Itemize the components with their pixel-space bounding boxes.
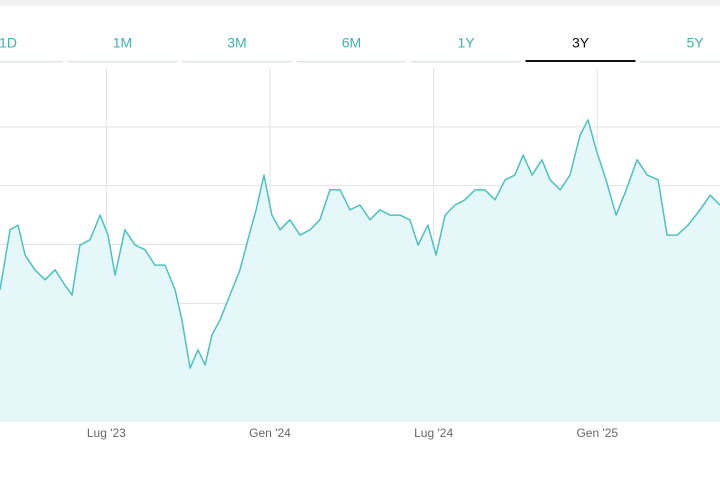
tab-label[interactable]: 3M xyxy=(227,35,246,51)
period-tab[interactable]: 3Y xyxy=(525,35,636,62)
x-tick-label: Lug '23 xyxy=(87,426,126,440)
tab-label[interactable]: 1M xyxy=(113,35,132,51)
tab-underline xyxy=(411,61,521,63)
period-tab[interactable]: 1M xyxy=(67,35,178,63)
tab-underline-active xyxy=(525,60,636,62)
tab-underline xyxy=(0,61,63,63)
top-bar xyxy=(0,0,720,6)
tab-underline xyxy=(640,61,720,63)
x-tick-label: Gen '25 xyxy=(576,426,618,440)
area-fill xyxy=(0,119,720,421)
tab-underline xyxy=(296,61,407,63)
tab-underline xyxy=(67,61,178,63)
price-line xyxy=(0,119,720,369)
tab-label[interactable]: 3Y xyxy=(572,35,590,51)
x-tick-label: Lug '24 xyxy=(414,426,453,440)
tab-label[interactable]: 1Y xyxy=(457,35,475,51)
period-tab[interactable]: 6M xyxy=(296,35,407,63)
period-tab[interactable]: 1Y xyxy=(411,35,521,63)
period-tab[interactable]: 1D xyxy=(0,35,63,63)
tab-label[interactable]: 1D xyxy=(0,35,17,51)
tab-label[interactable]: 5Y xyxy=(686,35,704,51)
period-tab[interactable]: 5Y xyxy=(640,35,720,63)
tab-underline xyxy=(182,61,292,63)
tab-label[interactable]: 6M xyxy=(342,35,361,51)
x-tick-label: Gen '24 xyxy=(249,426,291,440)
period-tab[interactable]: 3M xyxy=(182,35,292,63)
